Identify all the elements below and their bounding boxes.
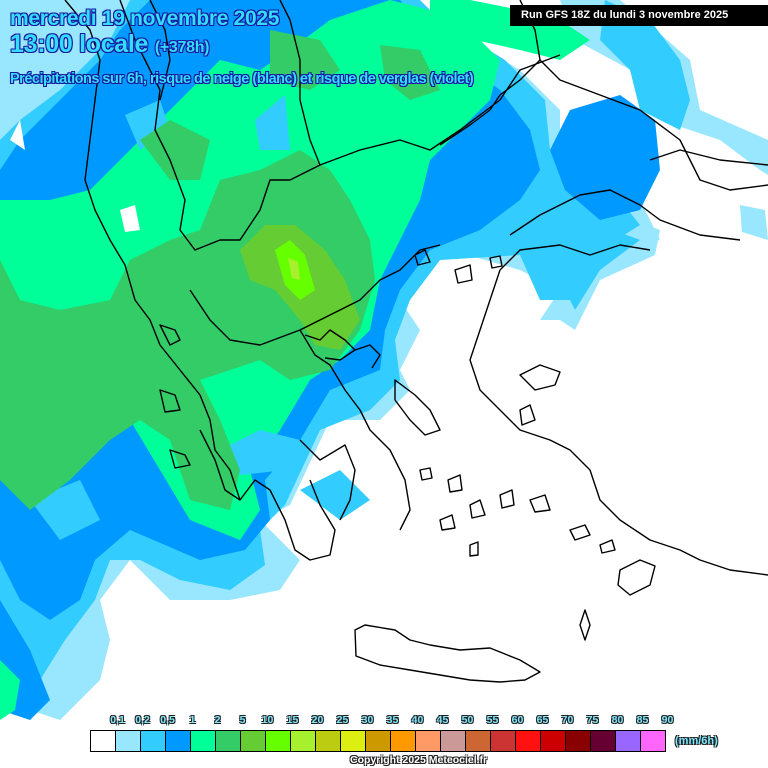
legend-swatch: [166, 731, 191, 751]
legend-swatch: [616, 731, 641, 751]
legend-tick-label: 25: [336, 714, 349, 726]
legend-swatch: [366, 731, 391, 751]
legend-swatch: [316, 731, 341, 751]
legend-swatch: [241, 731, 266, 751]
coastlines-borders: [64, 0, 768, 683]
legend-tick-label: 2: [214, 714, 221, 726]
legend-swatch: [416, 731, 441, 751]
legend-tick-label: 1: [189, 714, 196, 726]
legend-tick-label: 65: [536, 714, 549, 726]
legend-tick-label: 10: [261, 714, 274, 726]
legend-tick-label: 45: [436, 714, 449, 726]
legend-tick-label: 85: [636, 714, 649, 726]
legend-swatch: [516, 731, 541, 751]
legend-swatch: [491, 731, 516, 751]
legend-swatch: [91, 731, 116, 751]
legend-tick-label: 50: [461, 714, 474, 726]
copyright-notice: Copyright 2025 Meteociel.fr: [350, 754, 488, 766]
legend-tick-label: 60: [511, 714, 524, 726]
map-description: Précipitations sur 6h, risque de neige (…: [10, 71, 474, 87]
legend-tick-label: 70: [561, 714, 574, 726]
legend-tick-label: 5: [239, 714, 246, 726]
legend-swatch: [266, 731, 291, 751]
legend-swatch: [116, 731, 141, 751]
legend-swatch: [541, 731, 566, 751]
legend-swatch: [441, 731, 466, 751]
legend-unit: (mm/6h): [675, 735, 718, 747]
legend-swatch: [641, 731, 665, 751]
legend-swatch: [141, 731, 166, 751]
legend-swatch: [216, 731, 241, 751]
legend-tick-label: 55: [486, 714, 499, 726]
legend-tick-label: 40: [411, 714, 424, 726]
model-run-label: Run GFS 18Z du lundi 3 novembre 2025: [510, 5, 768, 26]
legend-swatch: [591, 731, 616, 751]
legend-tick-label: 30: [361, 714, 374, 726]
legend-tick-label: 90: [661, 714, 674, 726]
legend-tick-label: 15: [286, 714, 299, 726]
legend-tick-label: 75: [586, 714, 599, 726]
forecast-date: mercredi 19 novembre 2025: [10, 7, 280, 30]
forecast-local-time: 13:00 locale: [10, 30, 149, 58]
legend-swatch: [191, 731, 216, 751]
legend-color-bar: [90, 730, 666, 752]
legend-tick-label: 0,2: [135, 714, 150, 726]
forecast-time: 13:00 locale (+378h): [10, 30, 210, 59]
legend-swatch: [466, 731, 491, 751]
legend-tick-label: 35: [386, 714, 399, 726]
legend-tick-label: 0,1: [110, 714, 125, 726]
legend-swatch: [391, 731, 416, 751]
legend-tick-label: 80: [611, 714, 624, 726]
forecast-lead-hours: (+378h): [154, 39, 210, 56]
legend-swatch: [291, 731, 316, 751]
legend-tick-label: 20: [311, 714, 324, 726]
legend-swatch: [566, 731, 591, 751]
legend-swatch: [341, 731, 366, 751]
legend-tick-label: 0,5: [160, 714, 175, 726]
